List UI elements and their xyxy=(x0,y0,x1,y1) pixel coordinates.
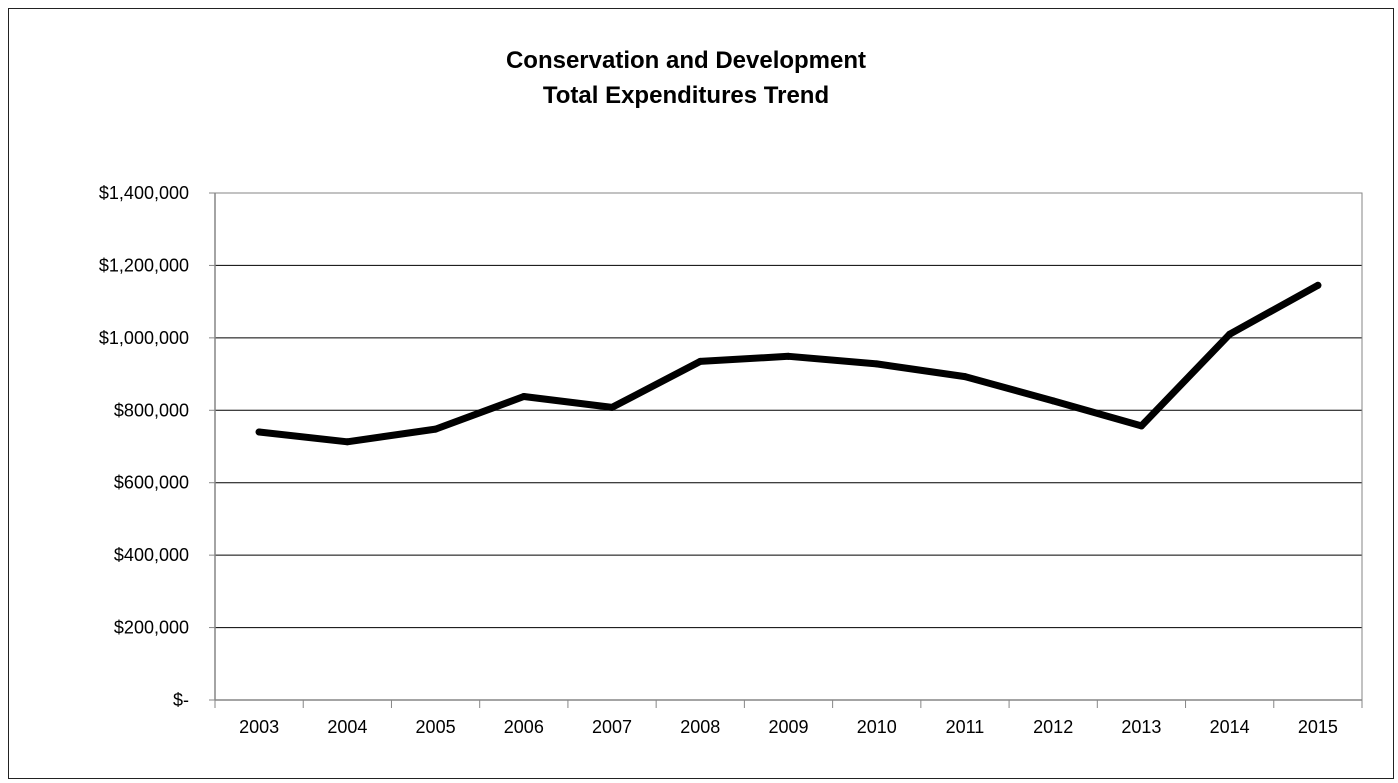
chart-frame xyxy=(8,8,1394,779)
series-line-0 xyxy=(255,281,1322,446)
data-point-2006 xyxy=(520,393,528,401)
x-tick-label-2014: 2014 xyxy=(1210,717,1250,737)
plot-area-border xyxy=(214,192,1363,701)
y-tick-label-1: $200,000 xyxy=(114,618,189,638)
y-tick-label-2: $400,000 xyxy=(114,545,189,565)
data-point-2007 xyxy=(608,403,616,411)
y-tick-label-6: $1,200,000 xyxy=(99,255,189,275)
x-tick-label-2015: 2015 xyxy=(1298,717,1338,737)
x-tick-label-2011: 2011 xyxy=(946,717,985,737)
x-tick-label-2003: 2003 xyxy=(239,717,279,737)
y-tick-label-7: $1,400,000 xyxy=(99,183,189,203)
data-point-2009 xyxy=(785,352,792,360)
y-tick-label-3: $600,000 xyxy=(114,473,189,493)
y-tick-label-5: $1,000,000 xyxy=(99,328,189,348)
y-tick-label-0: $- xyxy=(173,690,189,710)
x-tick-label-2013: 2013 xyxy=(1121,717,1161,737)
chart-title-line-1: Conservation and Development xyxy=(506,47,866,74)
data-point-2014 xyxy=(1226,330,1234,338)
data-point-2003 xyxy=(255,428,263,436)
x-tick-label-2004: 2004 xyxy=(327,717,367,737)
x-tick-label-2010: 2010 xyxy=(857,717,897,737)
x-tick-label-2012: 2012 xyxy=(1033,717,1073,737)
data-point-2015 xyxy=(1314,281,1322,289)
data-point-2013 xyxy=(1137,422,1145,430)
x-tick-label-2009: 2009 xyxy=(768,717,808,737)
data-point-2012 xyxy=(1049,397,1057,405)
plot-area: $- $200,000 $400,000 $600,000 $800,000 $1,000… xyxy=(99,183,1363,737)
data-point-2011 xyxy=(961,373,969,381)
data-point-2008 xyxy=(696,357,704,365)
data-point-2005 xyxy=(432,425,440,433)
x-tick-label-2007: 2007 xyxy=(592,717,632,737)
x-tick-label-2008: 2008 xyxy=(680,717,720,737)
data-point-2004 xyxy=(343,438,351,446)
x-tick-label-2005: 2005 xyxy=(416,717,456,737)
x-tick-label-2006: 2006 xyxy=(504,717,544,737)
data-point-2010 xyxy=(873,360,881,368)
y-tick-label-4: $800,000 xyxy=(114,400,189,420)
chart-title-line-2: Total Expenditures Trend xyxy=(543,82,829,109)
